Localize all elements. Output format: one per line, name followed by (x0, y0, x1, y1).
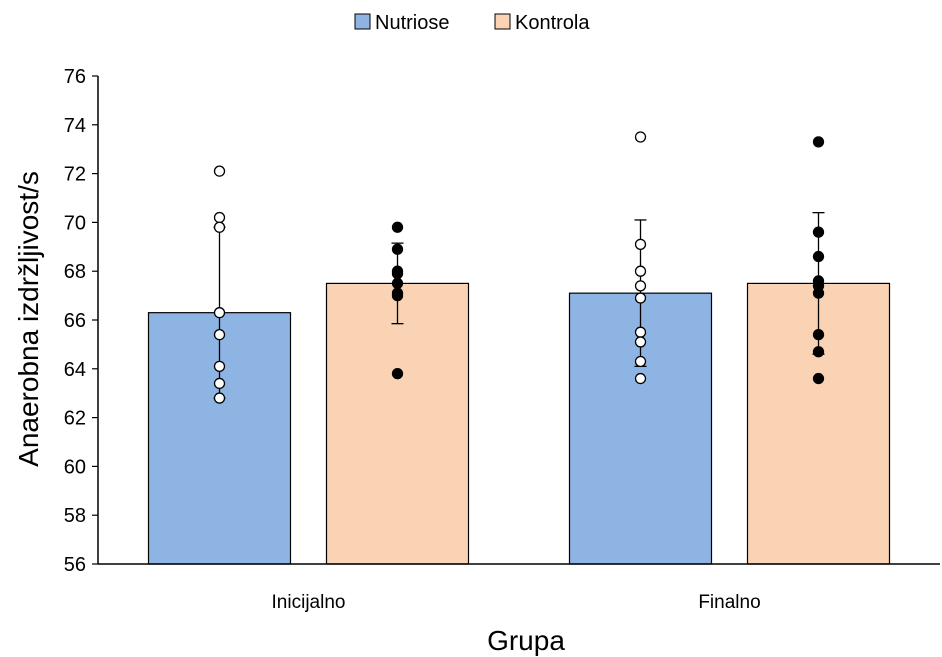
data-point (391, 277, 404, 290)
data-points (213, 131, 825, 404)
data-point (812, 226, 825, 238)
data-point (634, 265, 647, 277)
legend: Nutriose Kontrola (354, 12, 590, 34)
y-tick-label: 58 (64, 505, 86, 527)
x-category-label: Inicijalno (272, 592, 346, 613)
data-point (634, 131, 647, 143)
y-tick-label: 68 (64, 261, 86, 283)
legend-label-kontrola: Kontrola (515, 12, 590, 34)
data-point (213, 211, 226, 224)
y-tick-label: 74 (64, 115, 86, 137)
data-point (213, 165, 226, 177)
y-tick-label: 64 (64, 359, 86, 381)
y-tick-label: 76 (64, 66, 86, 88)
data-point (213, 392, 226, 404)
data-point (812, 136, 825, 148)
x-category-label: Finalno (698, 592, 760, 613)
data-point (634, 280, 647, 292)
x-axis-category-labels: Inicijalno Finalno (272, 592, 761, 613)
bars (147, 282, 891, 565)
data-point (391, 243, 404, 255)
data-point (213, 377, 226, 390)
legend-swatch-nutriose (354, 13, 371, 30)
y-tick-label: 62 (64, 408, 86, 430)
data-point (391, 368, 404, 380)
legend-swatch-kontrola (494, 13, 511, 30)
data-point (634, 292, 647, 304)
data-point (812, 287, 825, 299)
data-point (812, 346, 825, 358)
y-tick-label: 60 (64, 456, 86, 478)
data-point (213, 360, 226, 373)
data-point (213, 221, 226, 233)
data-point (634, 326, 647, 338)
y-axis-ticks: 56 58 60 62 64 66 68 70 72 74 76 (64, 66, 98, 576)
data-point (391, 289, 404, 302)
data-point (634, 336, 647, 348)
y-tick-label: 66 (64, 310, 86, 332)
y-axis-title: Anaerobna izdržljivost/s (13, 171, 44, 467)
x-axis-title: Grupa (487, 625, 565, 656)
y-tick-label: 56 (64, 554, 86, 576)
bar (325, 282, 470, 565)
data-point (812, 372, 825, 385)
data-point (213, 328, 226, 341)
data-point (634, 355, 647, 368)
data-point (391, 221, 404, 233)
y-tick-label: 70 (64, 212, 86, 234)
error-bars (213, 211, 825, 399)
data-point (812, 328, 825, 341)
data-point (812, 250, 825, 263)
data-point (634, 238, 647, 251)
data-point (634, 372, 647, 385)
data-point (391, 267, 404, 280)
y-tick-label: 72 (64, 164, 86, 186)
data-point (213, 307, 226, 319)
legend-label-nutriose: Nutriose (375, 12, 449, 34)
